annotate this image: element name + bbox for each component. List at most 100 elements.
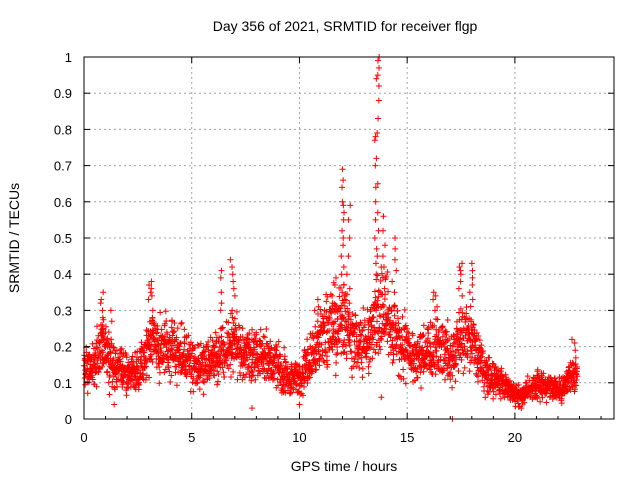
data-point	[148, 292, 155, 299]
data-point	[148, 278, 155, 285]
data-point	[457, 305, 464, 312]
data-point	[357, 331, 364, 338]
data-point	[383, 311, 390, 318]
data-point	[340, 282, 347, 289]
data-point	[342, 342, 349, 349]
data-point	[194, 379, 201, 386]
data-point	[340, 235, 347, 241]
data-point	[205, 338, 212, 345]
data-point	[374, 272, 381, 279]
data-point	[194, 341, 201, 348]
data-point	[248, 377, 255, 384]
data-point	[461, 364, 468, 371]
data-point	[281, 353, 288, 360]
data-point	[141, 349, 148, 356]
data-point	[359, 327, 366, 334]
data-point	[334, 349, 341, 356]
data-point	[449, 357, 456, 364]
data-point	[506, 377, 513, 384]
data-point	[391, 256, 398, 263]
data-point	[233, 354, 240, 361]
data-point	[420, 322, 427, 329]
data-point	[474, 378, 481, 385]
data-point	[148, 285, 155, 292]
data-point	[108, 318, 115, 325]
data-point	[110, 344, 117, 351]
data-point	[420, 332, 427, 339]
data-point	[295, 363, 302, 370]
data-point	[156, 363, 163, 370]
data-point	[328, 310, 335, 317]
y-tick-label: 0.8	[54, 122, 72, 137]
data-point	[168, 346, 175, 353]
data-point	[178, 319, 185, 326]
data-point	[458, 341, 465, 348]
data-point	[401, 306, 408, 313]
data-point	[255, 363, 262, 370]
data-point	[187, 357, 194, 364]
data-point	[129, 353, 136, 360]
data-point	[148, 341, 155, 348]
data-point	[339, 184, 346, 191]
data-point	[261, 334, 268, 341]
data-point	[473, 329, 480, 336]
data-point	[373, 245, 380, 252]
data-point	[475, 332, 482, 339]
data-point	[318, 341, 325, 348]
data-point	[337, 285, 344, 292]
data-point	[218, 300, 225, 307]
data-point	[197, 340, 204, 347]
y-tick-label: 0.7	[54, 159, 72, 174]
data-point	[453, 356, 460, 363]
data-point	[315, 303, 322, 310]
data-point	[457, 278, 464, 285]
data-point	[168, 372, 175, 379]
data-point	[457, 336, 464, 343]
data-point	[221, 374, 228, 381]
data-point	[432, 292, 439, 299]
data-point	[148, 351, 155, 358]
data-point	[396, 334, 403, 341]
data-point	[212, 329, 219, 336]
data-point	[282, 358, 289, 365]
data-point	[99, 314, 106, 321]
data-point	[251, 346, 258, 353]
data-point	[470, 321, 477, 328]
data-point	[142, 355, 149, 362]
data-point	[225, 365, 232, 372]
data-point	[372, 294, 379, 301]
data-point	[281, 383, 288, 390]
data-point	[236, 324, 243, 331]
data-point	[193, 380, 200, 387]
data-point	[212, 363, 219, 370]
data-point	[99, 349, 106, 356]
data-point	[419, 344, 426, 351]
data-point	[409, 332, 416, 339]
data-point	[465, 322, 472, 329]
data-point	[477, 344, 484, 351]
data-point	[573, 382, 580, 389]
data-point	[165, 363, 172, 370]
data-point	[343, 297, 350, 304]
data-point	[227, 310, 234, 317]
data-point	[486, 354, 493, 361]
x-axis-label: GPS time / hours	[291, 458, 398, 474]
data-point	[502, 371, 509, 378]
data-point	[484, 367, 491, 374]
data-point	[341, 337, 348, 344]
data-point	[515, 381, 522, 388]
data-point	[373, 271, 380, 278]
data-point	[320, 357, 327, 364]
data-point	[171, 328, 178, 335]
data-point	[374, 209, 381, 216]
data-points	[80, 54, 581, 422]
data-point	[105, 379, 112, 386]
data-point	[364, 345, 371, 352]
data-point	[211, 343, 218, 350]
data-point	[241, 361, 248, 368]
data-point	[381, 242, 388, 249]
data-point	[312, 367, 319, 374]
data-point	[164, 353, 171, 360]
data-point	[100, 336, 107, 343]
data-point	[382, 274, 389, 281]
